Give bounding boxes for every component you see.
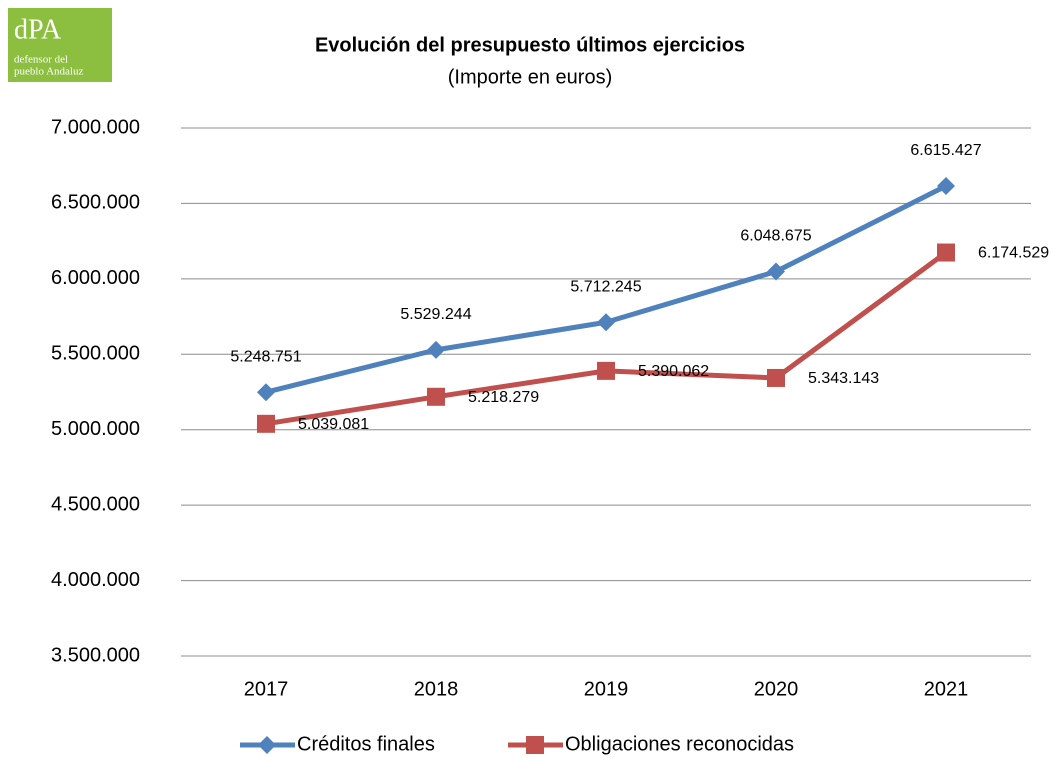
marker	[257, 414, 275, 433]
marker	[597, 313, 615, 332]
data-label: 6.615.427	[910, 142, 981, 159]
logo-mark: dPA	[14, 14, 62, 45]
x-tick-label: 2020	[754, 678, 799, 700]
marker	[526, 736, 544, 754]
data-label: 5.248.751	[230, 348, 301, 365]
x-tick-label: 2019	[584, 678, 629, 700]
logo-background	[8, 8, 112, 82]
logo-text: defensor del	[14, 54, 68, 66]
y-tick-label: 4.500.000	[51, 493, 140, 515]
data-label: 5.712.245	[570, 278, 641, 295]
y-tick-label: 4.000.000	[51, 569, 140, 591]
logo: dPA defensor del pueblo Andaluz	[8, 8, 112, 82]
data-label: 6.174.529	[978, 245, 1049, 262]
data-label: 5.343.143	[808, 370, 879, 387]
marker	[258, 736, 276, 754]
marker	[597, 361, 615, 380]
x-tick-label: 2017	[244, 678, 289, 700]
x-tick-label: 2021	[924, 678, 969, 700]
data-label: 5.218.279	[468, 389, 539, 406]
logo-text: pueblo Andaluz	[14, 66, 83, 78]
legend-label: Créditos finales	[297, 733, 435, 755]
marker	[937, 177, 955, 196]
y-tick-label: 7.000.000	[51, 116, 140, 138]
marker	[767, 368, 785, 387]
data-label: 6.048.675	[740, 228, 811, 245]
chart-title: Evolución del presupuesto últimos ejerci…	[315, 34, 745, 56]
marker	[427, 340, 445, 359]
marker	[937, 243, 955, 262]
marker	[427, 387, 445, 406]
data-label: 5.390.062	[638, 363, 709, 380]
y-tick-label: 6.500.000	[51, 192, 140, 214]
chart-subtitle: (Importe en euros)	[448, 66, 613, 88]
y-tick-label: 5.000.000	[51, 418, 140, 440]
y-tick-label: 5.500.000	[51, 343, 140, 365]
marker	[767, 262, 785, 281]
legend-label: Obligaciones reconocidas	[565, 733, 794, 755]
data-label: 5.529.244	[400, 306, 471, 323]
y-tick-label: 3.500.000	[51, 644, 140, 666]
marker	[257, 383, 275, 402]
x-tick-label: 2018	[414, 678, 459, 700]
y-tick-label: 6.000.000	[51, 267, 140, 289]
data-label: 5.039.081	[298, 416, 369, 433]
